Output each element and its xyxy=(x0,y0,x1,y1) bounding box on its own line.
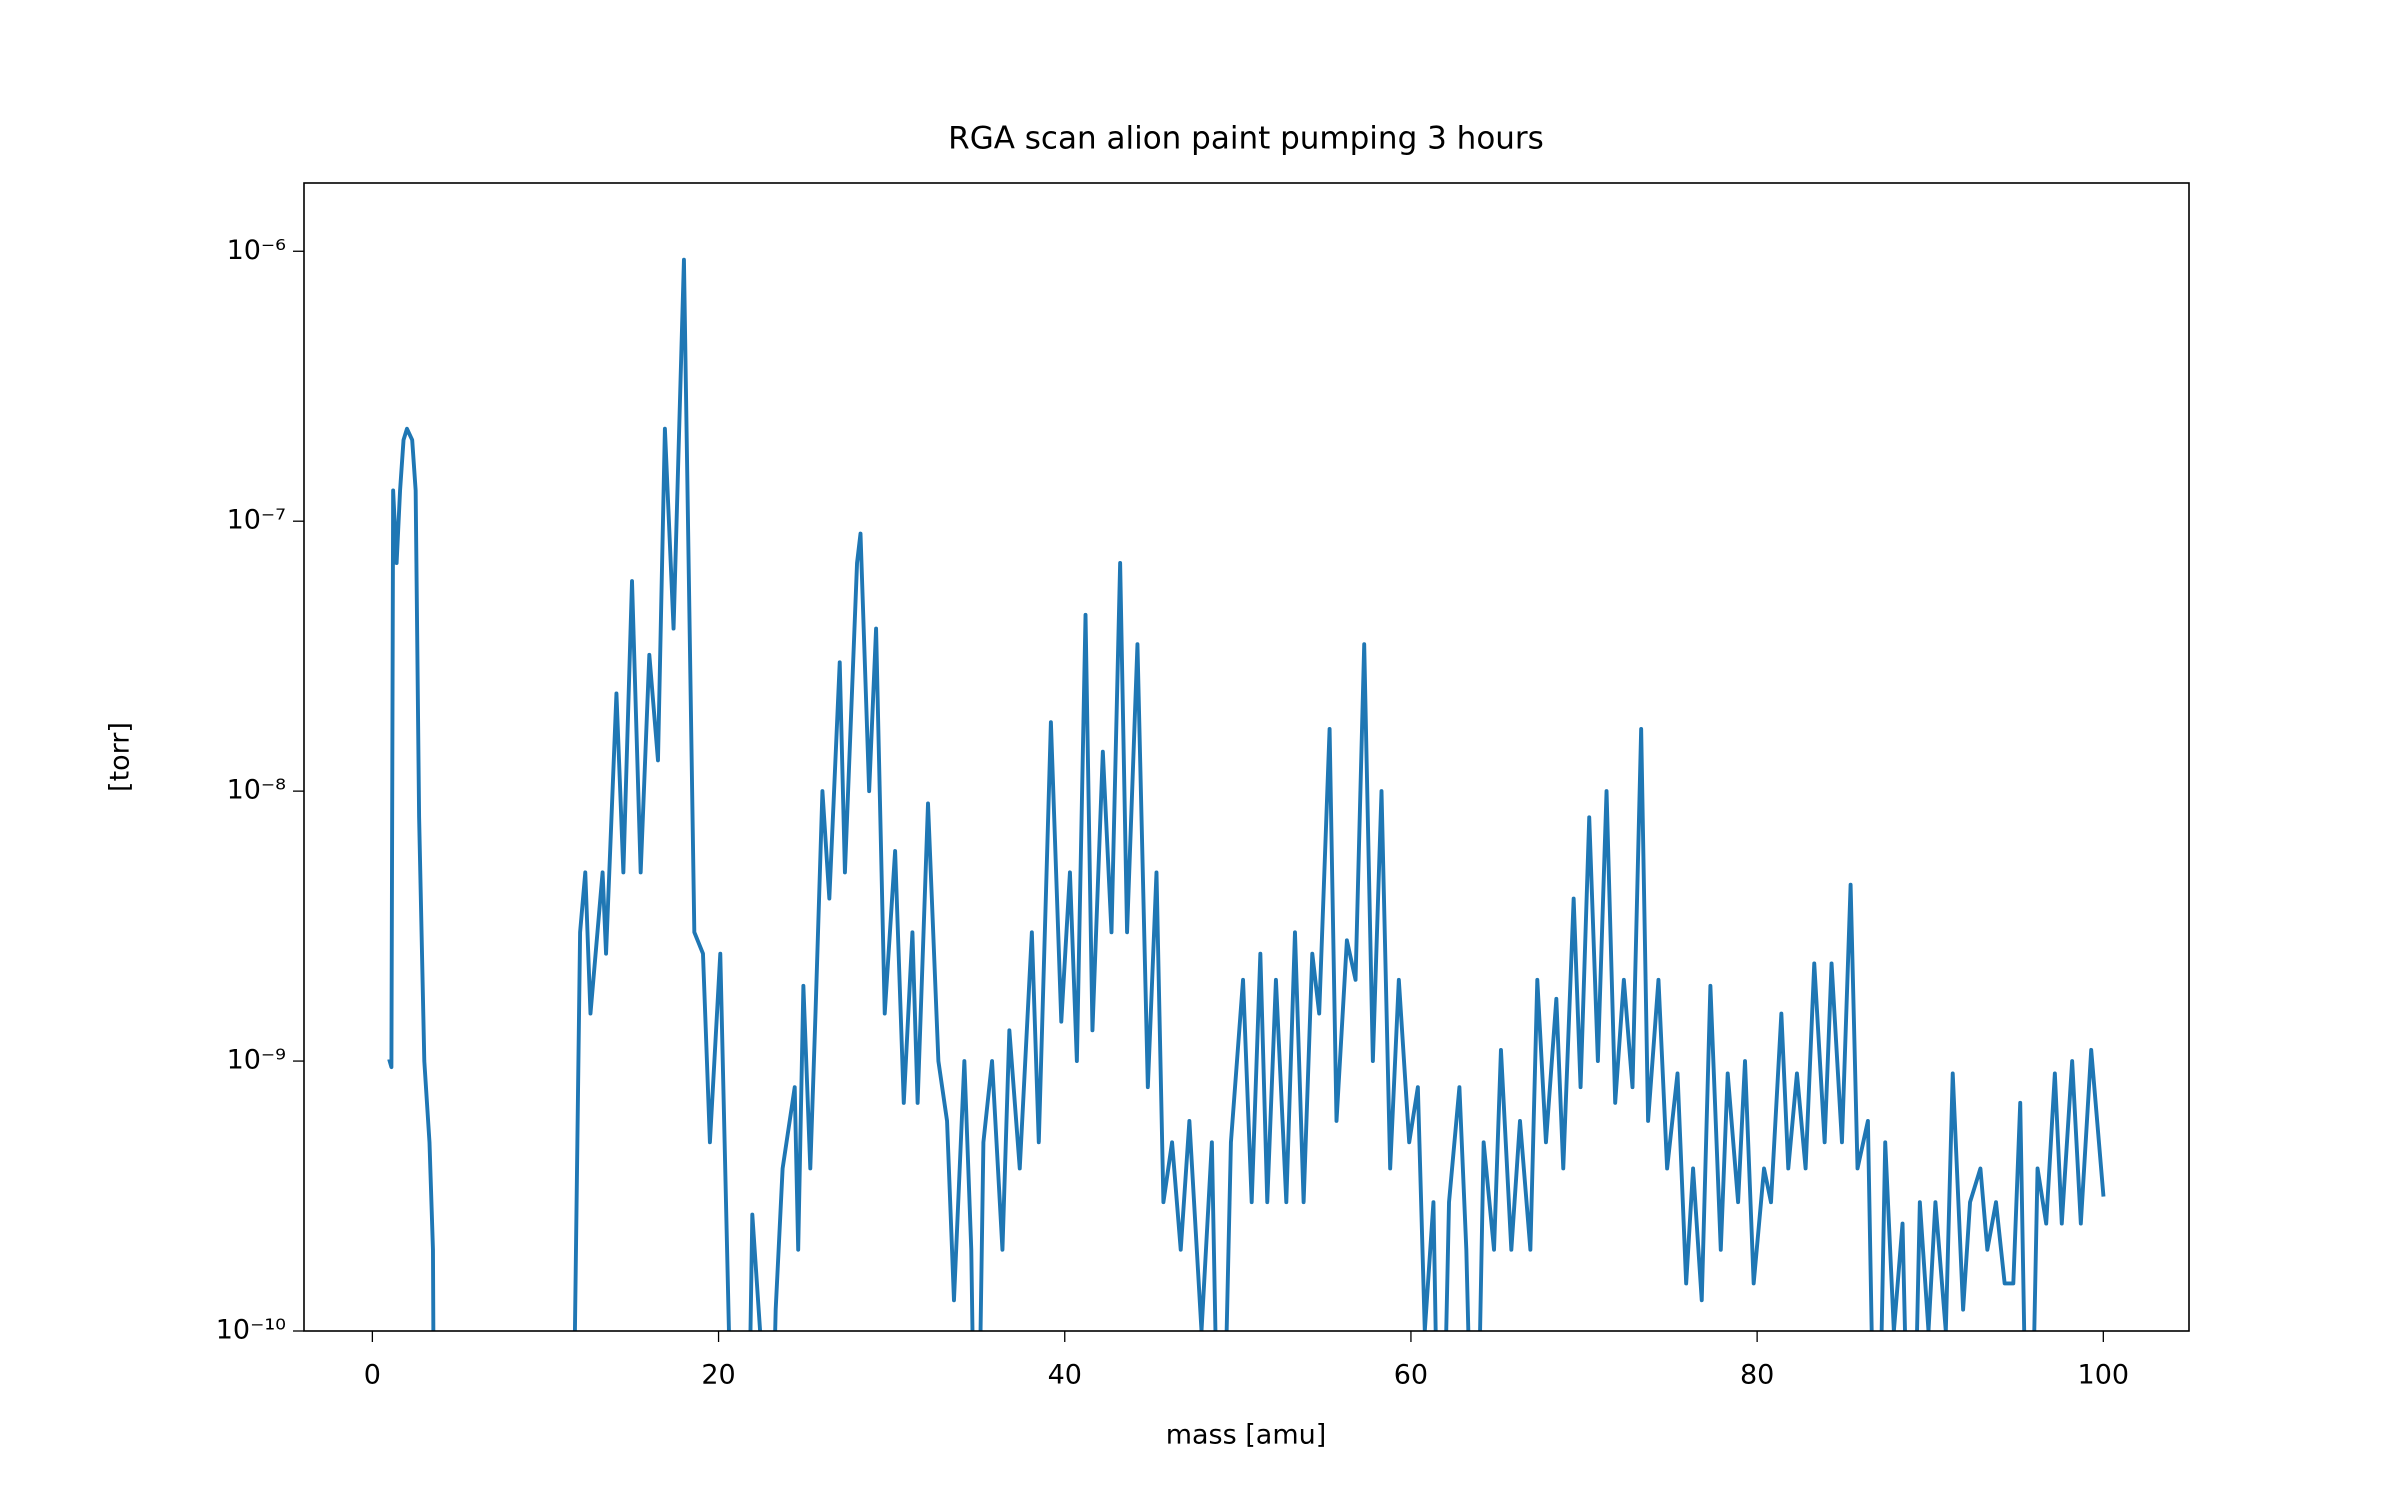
y-tick-label: 10⁻⁸ xyxy=(227,775,286,806)
y-tick-label: 10⁻⁶ xyxy=(227,235,286,266)
x-tick-label: 60 xyxy=(1394,1360,1428,1391)
y-axis-label: [torr] xyxy=(105,722,136,792)
x-tick-label: 80 xyxy=(1740,1360,1774,1391)
x-axis-label: mass [amu] xyxy=(1166,1420,1327,1451)
plot-frame xyxy=(303,182,2190,1332)
data-line xyxy=(387,257,2106,1331)
plot-area xyxy=(387,257,2106,1331)
x-tick-label: 100 xyxy=(2078,1360,2130,1391)
x-tick-label: 20 xyxy=(701,1360,735,1391)
y-tick-label: 10⁻⁹ xyxy=(227,1045,286,1076)
chart-title: RGA scan alion paint pumping 3 hours xyxy=(948,121,1544,157)
x-tick-label: 0 xyxy=(364,1360,381,1391)
x-tick-label: 40 xyxy=(1048,1360,1082,1391)
y-tick-label: 10⁻¹⁰ xyxy=(216,1315,286,1346)
y-tick-label: 10⁻⁷ xyxy=(227,505,286,536)
